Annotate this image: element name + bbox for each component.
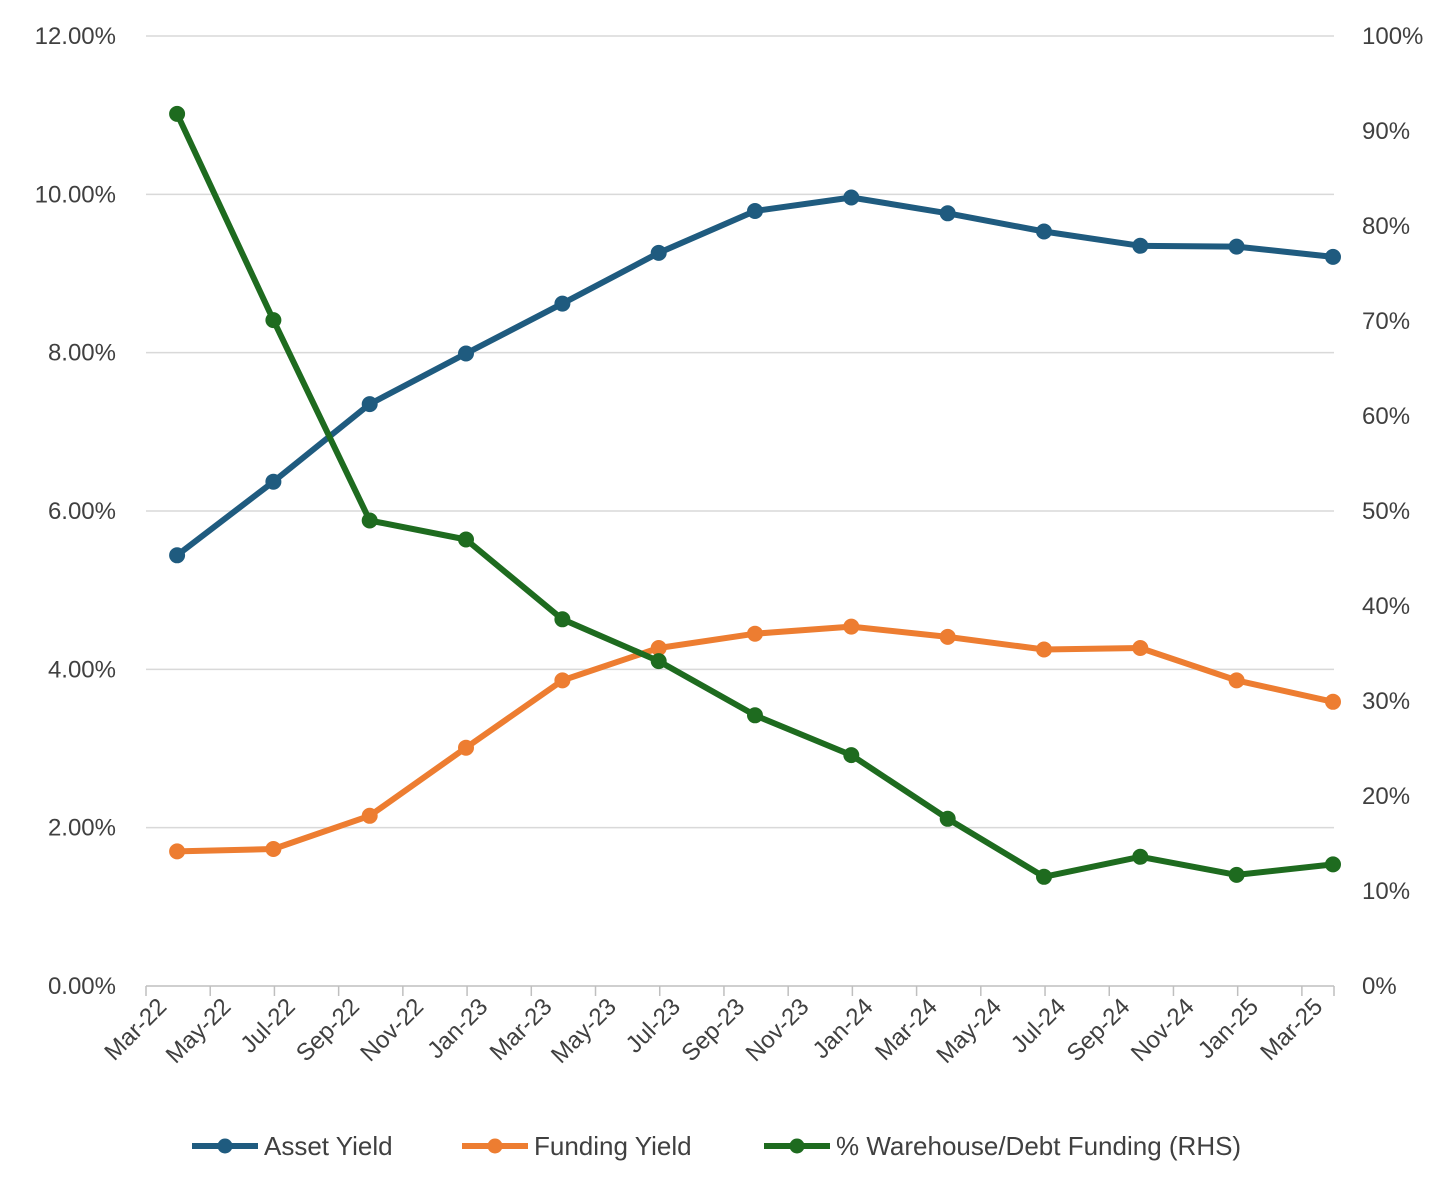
y-right-tick-label: 50% [1362, 498, 1410, 525]
legend-label: Funding Yield [534, 1131, 692, 1161]
y-left-tick-label: 10.00% [35, 181, 116, 208]
series-lines [169, 105, 1341, 885]
legend-item: Funding Yield [462, 1131, 692, 1161]
series-line [174, 623, 1336, 855]
y-right-tick-label: 0% [1362, 973, 1397, 1000]
data-point [361, 396, 378, 413]
x-tick-label: Nov-24 [1126, 993, 1200, 1067]
legend-item: % Warehouse/Debt Funding (RHS) [764, 1131, 1241, 1161]
x-tick-label: May-24 [931, 993, 1007, 1069]
legend: Asset Yield Funding Yield % Warehouse/Debt… [192, 1131, 1241, 1161]
legend-swatch-marker [217, 1138, 233, 1154]
series-line [174, 194, 1336, 559]
x-tick-label: Jan-24 [808, 993, 879, 1064]
legend-swatch-marker [487, 1138, 503, 1154]
data-point [265, 473, 282, 490]
y-right-tick-label: 30% [1362, 688, 1410, 715]
x-tick-label: Sep-23 [676, 993, 750, 1067]
y-right-tick-label: 40% [1362, 593, 1410, 620]
x-tick-label: Mar-22 [99, 993, 172, 1066]
x-tick-label: Nov-22 [355, 993, 429, 1067]
data-point [1036, 641, 1052, 658]
x-tick-label: May-23 [546, 993, 622, 1069]
data-point [169, 547, 186, 564]
x-tick-label: Mar-25 [1255, 993, 1328, 1066]
data-point [747, 625, 763, 642]
data-point [1132, 237, 1149, 254]
legend-label: Asset Yield [264, 1131, 393, 1161]
data-point [1228, 672, 1245, 689]
data-point [1036, 868, 1052, 885]
data-point [1325, 248, 1341, 265]
data-point [361, 512, 378, 529]
y-left-tick-label: 8.00% [48, 340, 116, 367]
data-point [939, 628, 956, 645]
data-point [650, 653, 667, 670]
y-left-tick-label: 6.00% [48, 498, 116, 525]
legend-label: % Warehouse/Debt Funding (RHS) [836, 1131, 1241, 1161]
data-point [1132, 848, 1149, 865]
data-point [361, 807, 378, 824]
data-point [1036, 223, 1052, 240]
data-point [1325, 693, 1341, 710]
x-tick-label: May-22 [161, 993, 237, 1069]
data-point [843, 747, 860, 764]
y-right-tick-label: 20% [1362, 783, 1410, 810]
legend-item: Asset Yield [192, 1131, 393, 1161]
data-point [169, 843, 186, 860]
data-point [458, 345, 474, 362]
data-point [265, 312, 282, 329]
data-point [747, 203, 763, 219]
data-point [939, 810, 956, 827]
data-point [554, 611, 571, 628]
x-tick-label: Nov-23 [741, 993, 815, 1067]
data-point [554, 295, 571, 312]
data-point [1228, 866, 1245, 883]
data-point [458, 531, 474, 548]
y-left-tick-label: 0.00% [48, 973, 116, 1000]
y-right-tick-label: 70% [1362, 308, 1410, 335]
y-right-tick-label: 80% [1362, 213, 1410, 240]
data-point [554, 672, 571, 689]
gridlines [146, 35, 1334, 829]
x-tick-label: Jan-25 [1193, 993, 1264, 1064]
x-tick-label: Mar-24 [870, 993, 943, 1066]
y-right-tick-label: 60% [1362, 403, 1410, 430]
data-point [1228, 238, 1245, 255]
y-right-tick-label: 10% [1362, 878, 1410, 905]
x-tick-label: Sep-24 [1062, 993, 1136, 1067]
legend-swatch-marker [789, 1138, 805, 1154]
series-line [174, 110, 1336, 880]
y-left-tick-label: 12.00% [35, 23, 116, 50]
data-point [843, 189, 860, 206]
data-point [1132, 640, 1149, 656]
data-point [650, 244, 667, 261]
data-point [458, 739, 474, 756]
data-point [265, 841, 282, 857]
y-right-tick-label: 90% [1362, 118, 1410, 145]
y-left-tick-label: 2.00% [48, 815, 116, 842]
x-tick-label: Mar-23 [485, 993, 558, 1066]
x-tick-label: Jan-23 [422, 993, 493, 1064]
data-point [843, 618, 860, 635]
y-left-tick-label: 4.00% [48, 656, 116, 683]
data-point [169, 105, 186, 122]
y-right-tick-label: 100% [1362, 23, 1423, 50]
axes: 0.00% 2.00% 4.00% 6.00% 8.00% 10.00% 12.00% 0% 1… [35, 23, 1424, 1069]
x-tick-label: Sep-22 [291, 993, 365, 1067]
data-point [939, 205, 956, 222]
data-point [1325, 856, 1341, 873]
data-point [747, 707, 763, 724]
